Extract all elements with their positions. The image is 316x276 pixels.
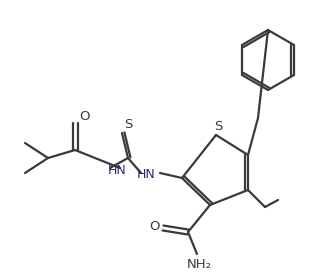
Text: S: S — [214, 120, 222, 132]
Text: HN: HN — [108, 163, 127, 176]
Text: O: O — [79, 110, 89, 123]
Text: NH₂: NH₂ — [186, 259, 211, 272]
Text: HN: HN — [136, 169, 155, 182]
Text: S: S — [124, 118, 132, 131]
Text: O: O — [149, 219, 159, 232]
